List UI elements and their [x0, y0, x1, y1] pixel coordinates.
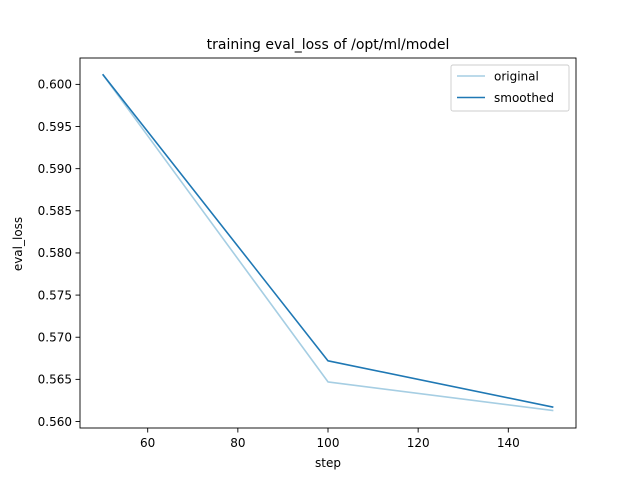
y-tick-label: 0.595	[38, 120, 72, 134]
x-tick-label: 100	[317, 436, 340, 450]
series-line-smoothed	[102, 73, 554, 408]
y-tick-label: 0.575	[38, 288, 72, 302]
x-tick-label: 140	[497, 436, 520, 450]
y-tick-label: 0.560	[38, 415, 72, 429]
x-tick-label: 120	[407, 436, 430, 450]
chart-title: training eval_loss of /opt/ml/model	[207, 37, 450, 53]
y-axis-label: eval_loss	[11, 217, 25, 271]
x-tick-label: 80	[230, 436, 245, 450]
legend: original smoothed	[450, 64, 570, 112]
x-axis: 60 80 100 120 140	[140, 428, 520, 450]
y-tick-label: 0.565	[38, 373, 72, 387]
y-tick-label: 0.590	[38, 162, 72, 176]
y-tick-label: 0.585	[38, 204, 72, 218]
legend-label-original: original	[494, 69, 539, 83]
y-tick-label: 0.580	[38, 246, 72, 260]
series-line-original	[101, 73, 554, 412]
legend-label-smoothed: smoothed	[494, 91, 554, 105]
y-axis: 0.560 0.565 0.570 0.575 0.580 0.585 0.590 0.595…	[38, 78, 80, 429]
y-tick-label: 0.570	[38, 331, 72, 345]
x-axis-label: step	[315, 456, 341, 470]
x-tick-label: 60	[140, 436, 155, 450]
y-tick-label: 0.600	[38, 78, 72, 92]
